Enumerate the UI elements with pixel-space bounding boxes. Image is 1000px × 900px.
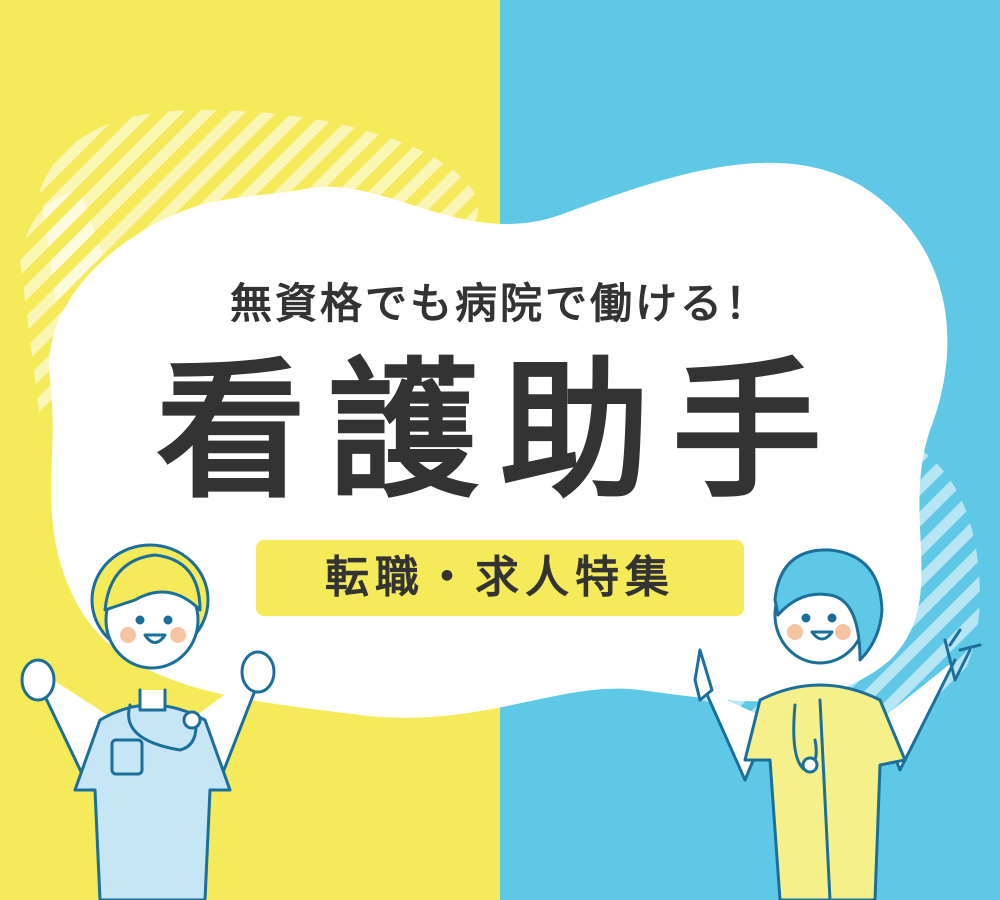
page-title: 看護助手 — [155, 345, 844, 519]
subtitle: 無資格でも病院で働ける！ — [229, 279, 770, 328]
feature-tag: 転職・求人特集 — [256, 540, 744, 616]
